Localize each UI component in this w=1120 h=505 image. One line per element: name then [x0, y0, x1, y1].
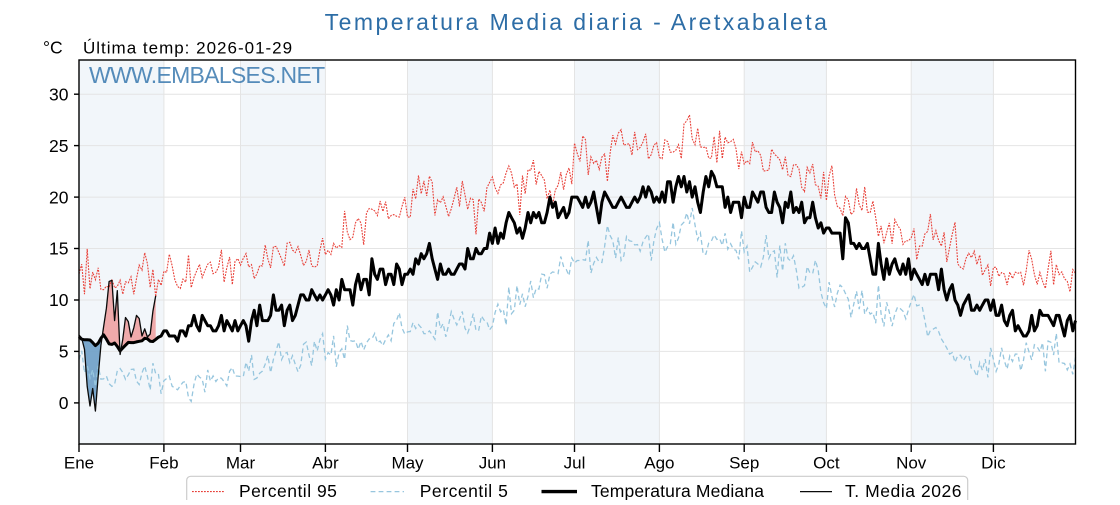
svg-text:Abr: Abr	[312, 454, 339, 473]
svg-text:30: 30	[49, 84, 69, 104]
svg-text:Nov: Nov	[896, 454, 927, 473]
svg-text:°C: °C	[43, 38, 63, 58]
svg-text:25: 25	[49, 136, 68, 156]
svg-text:WWW.EMBALSES.NET: WWW.EMBALSES.NET	[89, 62, 325, 88]
svg-text:Temperatura Mediana: Temperatura Mediana	[591, 481, 764, 500]
svg-text:Jun: Jun	[479, 454, 506, 473]
svg-text:Última temp: 2026-01-29: Última temp: 2026-01-29	[83, 39, 293, 58]
svg-text:Oct: Oct	[813, 454, 840, 473]
svg-text:Jul: Jul	[564, 454, 586, 473]
svg-text:May: May	[391, 454, 424, 473]
svg-text:Ago: Ago	[644, 454, 674, 473]
svg-text:5: 5	[59, 342, 69, 362]
svg-text:10: 10	[49, 290, 69, 310]
svg-text:15: 15	[49, 239, 68, 259]
svg-text:0: 0	[59, 393, 69, 413]
svg-text:Feb: Feb	[149, 454, 178, 473]
svg-text:Temperatura Media diaria - Are: Temperatura Media diaria - Aretxabaleta	[325, 9, 830, 35]
svg-text:Sep: Sep	[729, 454, 759, 473]
svg-text:T. Media 2026: T. Media 2026	[845, 481, 962, 500]
svg-text:Percentil 95: Percentil 95	[239, 481, 337, 500]
svg-text:Dic: Dic	[981, 454, 1006, 473]
svg-text:Ene: Ene	[64, 454, 94, 473]
svg-text:Percentil 5: Percentil 5	[420, 481, 509, 500]
svg-text:20: 20	[49, 187, 69, 207]
svg-text:Mar: Mar	[226, 454, 256, 473]
